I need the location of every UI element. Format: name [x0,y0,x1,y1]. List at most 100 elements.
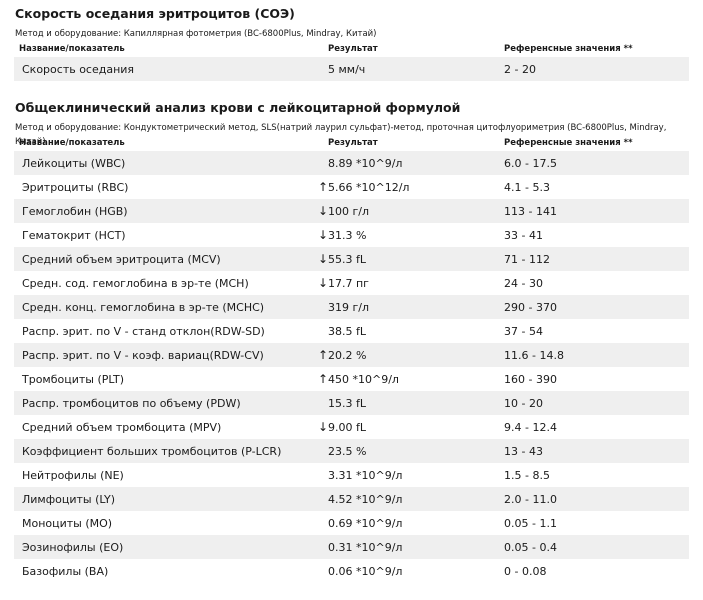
parameter-name: Средн. сод. гемоглобина в эр-те (MCH) [22,276,249,290]
parameter-name: Гемоглобин (HGB) [22,204,128,218]
table-body: Лейкоциты (WBC) 8.89 *10^9/л 6.0 - 17.5 Эри… [14,151,689,583]
column-header: Название/показатель [19,44,125,54]
parameter-name: Гематокрит (HCT) [22,228,126,242]
method-note: Метод и оборудование: Капиллярная фотоме… [15,29,377,39]
parameter-name: Эозинофилы (EO) [22,540,124,554]
parameter-name: Эритроциты (RBC) [22,180,129,194]
deviation-flag: ↓ [318,252,329,266]
deviation-flag: ↓ [318,276,329,290]
column-header: Результат [328,138,378,148]
table-row: Нейтрофилы (NE) 3.31 *10^9/л 1.5 - 8.5 [14,463,689,487]
table-row: Базофилы (BA) 0.06 *10^9/л 0 - 0.08 [14,559,689,583]
result-value: 9.00 fL [328,420,366,434]
parameter-name: Средн. конц. гемоглобина в эр-те (MCHC) [22,300,265,314]
reference-range: 160 - 390 [504,372,557,386]
reference-range: 2 - 20 [504,62,536,76]
deviation-flag: ↑ [318,348,329,362]
parameter-name: Скорость оседания [22,62,135,76]
reference-range: 2.0 - 11.0 [504,492,557,506]
result-value: 5.66 *10^12/л [328,180,410,194]
result-value: 8.89 *10^9/л [328,156,403,170]
table-row: Эозинофилы (EO) 0.31 *10^9/л 0.05 - 0.4 [14,535,689,559]
parameter-name: Моноциты (MO) [22,516,113,530]
result-value: 20.2 % [328,348,367,362]
reference-range: 6.0 - 17.5 [504,156,557,170]
reference-range: 37 - 54 [504,324,543,338]
table-row: Эритроциты (RBC) ↑ 5.66 *10^12/л 4.1 - 5.3 [14,175,689,199]
table-row: Гематокрит (HCT) ↓ 31.3 % 33 - 41 [14,223,689,247]
result-value: 0.31 *10^9/л [328,540,403,554]
deviation-flag: ↑ [318,372,329,386]
table-row: Средн. сод. гемоглобина в эр-те (MCH) ↓ 17… [14,271,689,295]
result-value: 5 мм/ч [328,62,366,76]
report: Скорость оседания эритроцитов (СОЭ) Метод… [14,5,689,583]
table-row: Скорость оседания 5 мм/ч 2 - 20 [14,57,689,81]
parameter-name: Распр. эрит. по V - станд отклон(RDW-SD) [22,324,265,338]
deviation-flag: ↓ [318,204,329,218]
table-row: Распр. эрит. по V - станд отклон(RDW-SD)… [14,319,689,343]
parameter-name: Тромбоциты (PLT) [22,372,125,386]
parameter-name: Лейкоциты (WBC) [22,156,126,170]
column-header: Референсные значения ** [504,138,633,148]
result-value: 31.3 % [328,228,367,242]
result-value: 3.31 *10^9/л [328,468,403,482]
table-row: Средн. конц. гемоглобина в эр-те (MCHC) 3… [14,295,689,319]
deviation-flag: ↓ [318,228,329,242]
parameter-name: Средний объем тромбоцита (MPV) [22,420,222,434]
reference-range: 4.1 - 5.3 [504,180,550,194]
column-header: Референсные значения ** [504,44,633,54]
table-row: Распр. тромбоцитов по объему (PDW) 15.3 f… [14,391,689,415]
reference-range: 10 - 20 [504,396,543,410]
result-value: 100 г/л [328,204,370,218]
section: Общеклинический анализ крови с лейкоцита… [14,99,689,583]
table-row: Лейкоциты (WBC) 8.89 *10^9/л 6.0 - 17.5 [14,151,689,175]
result-value: 23.5 % [328,444,367,458]
parameter-name: Распр. эрит. по V - коэф. вариац(RDW-CV) [22,348,264,362]
reference-range: 113 - 141 [504,204,557,218]
reference-range: 0.05 - 0.4 [504,540,557,554]
reference-range: 11.6 - 14.8 [504,348,564,362]
column-header: Результат [328,44,378,54]
deviation-flag: ↓ [318,420,329,434]
table-header: Название/показатель Результат Референсные … [14,41,689,57]
table-body: Скорость оседания 5 мм/ч 2 - 20 [14,57,689,81]
table-row: Средний объем эритроцита (MCV) ↓ 55.3 fL 71… [14,247,689,271]
reference-range: 0 - 0.08 [504,564,547,578]
section: Скорость оседания эритроцитов (СОЭ) Метод… [14,5,689,81]
table-row: Средний объем тромбоцита (MPV) ↓ 9.00 fL 9.… [14,415,689,439]
result-value: 15.3 fL [328,396,366,410]
reference-range: 13 - 43 [504,444,543,458]
reference-range: 290 - 370 [504,300,557,314]
reference-range: 0.05 - 1.1 [504,516,557,530]
parameter-name: Базофилы (BA) [22,564,109,578]
parameter-name: Лимфоциты (LY) [22,492,116,506]
method-note: Метод и оборудование: Кондуктометрически… [15,123,667,147]
reference-range: 1.5 - 8.5 [504,468,550,482]
reference-range: 33 - 41 [504,228,543,242]
deviation-flag: ↑ [318,180,329,194]
table-row: Моноциты (MO) 0.69 *10^9/л 0.05 - 1.1 [14,511,689,535]
result-value: 0.06 *10^9/л [328,564,403,578]
section-title: Скорость оседания эритроцитов (СОЭ) [15,6,295,21]
table-row: Коэффициент больших тромбоцитов (P-LCR) 2… [14,439,689,463]
parameter-name: Средний объем эритроцита (MCV) [22,252,221,266]
table-row: Тромбоциты (PLT) ↑ 450 *10^9/л 160 - 390 [14,367,689,391]
reference-range: 24 - 30 [504,276,543,290]
result-value: 0.69 *10^9/л [328,516,403,530]
parameter-name: Нейтрофилы (NE) [22,468,124,482]
column-header: Название/показатель [19,138,125,148]
result-value: 17.7 пг [328,276,369,290]
result-value: 450 *10^9/л [328,372,399,386]
section-title: Общеклинический анализ крови с лейкоцита… [15,100,461,115]
result-value: 55.3 fL [328,252,366,266]
reference-range: 71 - 112 [504,252,550,266]
table-row: Гемоглобин (HGB) ↓ 100 г/л 113 - 141 [14,199,689,223]
table-header: Название/показатель Результат Референсные … [14,135,689,151]
table-row: Распр. эрит. по V - коэф. вариац(RDW-CV)… [14,343,689,367]
reference-range: 9.4 - 12.4 [504,420,557,434]
parameter-name: Коэффициент больших тромбоцитов (P-LCR) [22,444,282,458]
result-value: 4.52 *10^9/л [328,492,403,506]
parameter-name: Распр. тромбоцитов по объему (PDW) [22,396,241,410]
result-value: 38.5 fL [328,324,366,338]
